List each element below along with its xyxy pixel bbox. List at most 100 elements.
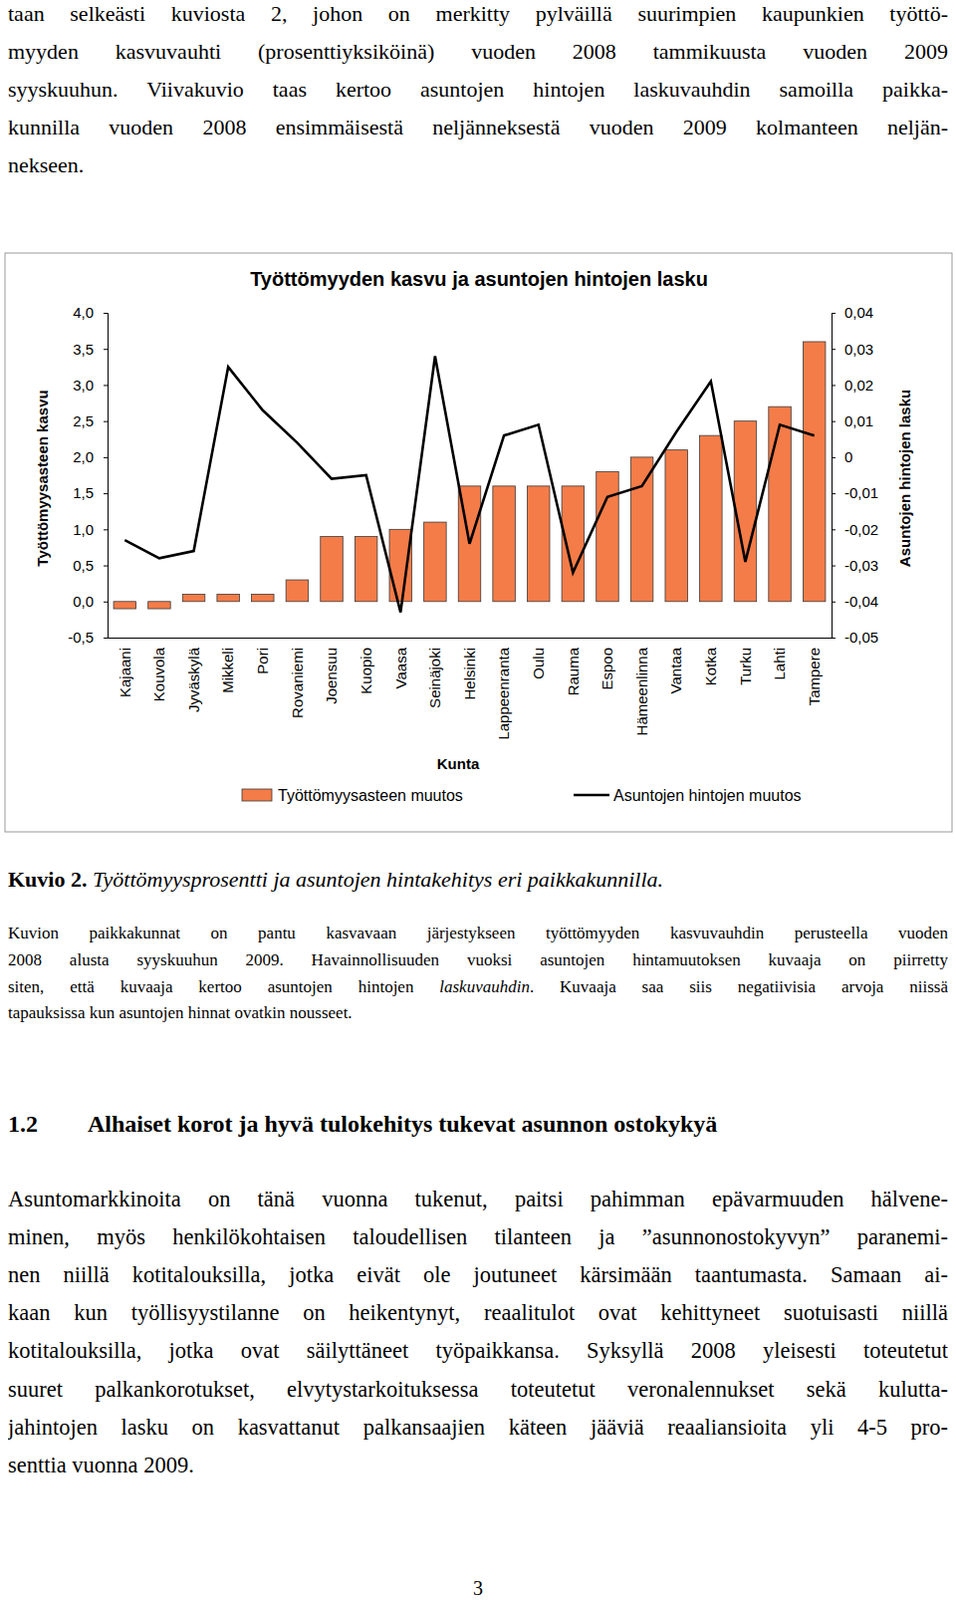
tick-mark <box>103 637 108 639</box>
tick-label: 0,03 <box>844 340 874 358</box>
paragraph-line: syyskuuhun. Viivakuvio taas kertoo asunt… <box>7 74 949 105</box>
tick: Espoo <box>598 637 616 691</box>
tick: Vaasa <box>392 637 410 689</box>
category-label: Turku <box>736 647 754 686</box>
tick-mark <box>831 601 836 603</box>
caption-note-text: Kuvion paikkakunnat on pantu kasvavaan j… <box>7 923 949 943</box>
tick-label: -0,5 <box>67 628 94 646</box>
tick-mark <box>831 637 836 639</box>
legend-item: Työttömyysasteen muutos <box>241 786 464 804</box>
category-label: Hämeenlinna <box>633 646 651 735</box>
bar <box>251 594 275 602</box>
tick: Mikkeli <box>219 637 237 694</box>
caption-label: Kuvio 2. <box>7 866 87 892</box>
bar <box>285 579 309 602</box>
caption-title: Työttömyysprosentti ja asuntojen hintake… <box>92 866 664 892</box>
category-label: Tampere <box>805 647 823 706</box>
tick-mark <box>831 421 836 423</box>
legend-label: Työttömyysasteen muutos <box>277 786 464 804</box>
tick-mark <box>103 457 108 459</box>
bar <box>354 536 378 602</box>
tick: 0,0 <box>72 592 108 610</box>
chart-title: Työttömyyden kasvu ja asuntojen hintojen… <box>249 267 709 290</box>
axis-title: Kunta <box>437 754 480 772</box>
tick-mark <box>103 601 108 603</box>
tick-mark <box>831 312 836 314</box>
tick: 0 <box>831 448 853 466</box>
tick-label: -0,02 <box>844 520 879 538</box>
bar <box>526 485 550 602</box>
tick: Helsinki <box>461 637 478 701</box>
category-label: Helsinki <box>461 647 478 701</box>
bar <box>802 341 826 602</box>
paragraph-line: nen niillä kotitalouksilla, jotka eivät … <box>7 1259 949 1290</box>
tick: 0,01 <box>831 412 874 430</box>
bar <box>113 601 137 609</box>
tick-mark <box>103 565 108 567</box>
tick-label: -0,01 <box>844 483 879 501</box>
tick-label: 2,0 <box>72 448 94 466</box>
paragraph-line: kaan kun työllisyystilanne on heikentyny… <box>7 1297 949 1328</box>
tick: Kajaani <box>116 637 134 698</box>
category-label: Seinäjoki <box>426 647 444 709</box>
tick: 0,02 <box>831 376 874 394</box>
axis-line <box>103 313 109 639</box>
bar <box>182 594 206 602</box>
tick-mark <box>831 492 836 494</box>
category-label: Joensuu <box>322 647 340 705</box>
tick-label: -0,03 <box>844 556 879 574</box>
tick-label: 4,0 <box>72 303 94 321</box>
tick: 3,0 <box>72 376 108 394</box>
caption-note-text: . Kuvaaja saa siis negatiivisia arvoja n… <box>529 976 949 996</box>
category-label: Oulu <box>529 647 547 680</box>
tick: Kotka <box>702 637 719 686</box>
section-title: Alhaiset korot ja hyvä tulokehitys tukev… <box>87 1110 717 1137</box>
tick-mark <box>103 312 108 314</box>
bar <box>320 536 344 602</box>
tick: Lahti <box>770 637 788 681</box>
caption-note-line: tapauksissa kun asuntojen hinnat ovatkin… <box>7 998 949 1027</box>
tick: -0,01 <box>831 483 879 501</box>
paragraph-line: jahintojen lasku on kasvattanut palkansa… <box>7 1412 949 1442</box>
tick: Jyväskylä <box>185 637 203 713</box>
tick-label: 0,02 <box>844 376 874 394</box>
x-axis: Kajaani Kouvola Jyväskylä Mikkeli Pori Rovani… <box>108 637 833 740</box>
line <box>124 355 814 612</box>
tick: Turku <box>736 637 754 686</box>
caption-note-text: laskuvauhdin <box>439 976 530 996</box>
y2-axis: -0,05-0,04-0,03-0,02-0,0100,010,020,030,… <box>831 303 879 646</box>
axis-line <box>108 637 833 639</box>
paragraph-line: kunnilla vuoden 2008 ensimmäisestä neljä… <box>7 112 949 143</box>
bar <box>217 594 240 602</box>
caption-note-text: siten, että kuvaaja kertoo asuntojen hin… <box>7 976 440 996</box>
tick: Oulu <box>529 637 547 680</box>
tick: 2,0 <box>72 448 108 466</box>
legend-swatch <box>241 788 272 801</box>
bar <box>389 528 413 601</box>
category-label: Kotka <box>702 646 719 686</box>
tick: -0,03 <box>831 556 879 574</box>
tick-label: -0,05 <box>844 628 879 646</box>
category-label: Pori <box>253 647 271 675</box>
paragraph-line: nekseen. <box>7 150 949 181</box>
paragraph-line: kotitalouksilla, jotka ovat säilyttäneet… <box>7 1335 949 1366</box>
tick-label: 1,5 <box>72 483 94 501</box>
tick: -0,02 <box>831 520 879 538</box>
category-label: Vantaa <box>667 646 685 694</box>
caption-note-line: Kuvion paikkakunnat on pantu kasvavaan j… <box>7 919 949 948</box>
tick: Rovaniemi <box>288 637 306 718</box>
tick-label: 0,0 <box>72 592 94 610</box>
tick: Pori <box>253 637 271 675</box>
tick-mark <box>831 565 836 567</box>
category-label: Vaasa <box>392 646 410 689</box>
paragraph-line: senttia vuonna 2009. <box>7 1449 949 1480</box>
chart: -0,50,00,51,01,52,02,53,03,54,0-0,05-0,0… <box>0 0 956 857</box>
tick: Vantaa <box>667 637 685 694</box>
tick: Hämeenlinna <box>633 637 651 735</box>
tick: 1,0 <box>72 520 108 538</box>
tick: 0,04 <box>831 303 874 321</box>
tick: Kouvola <box>150 637 168 702</box>
category-label: Kajaani <box>116 647 134 698</box>
paragraph-line: taan selkeästi kuviosta 2, johon on merk… <box>7 0 949 29</box>
tick-mark <box>103 492 108 494</box>
